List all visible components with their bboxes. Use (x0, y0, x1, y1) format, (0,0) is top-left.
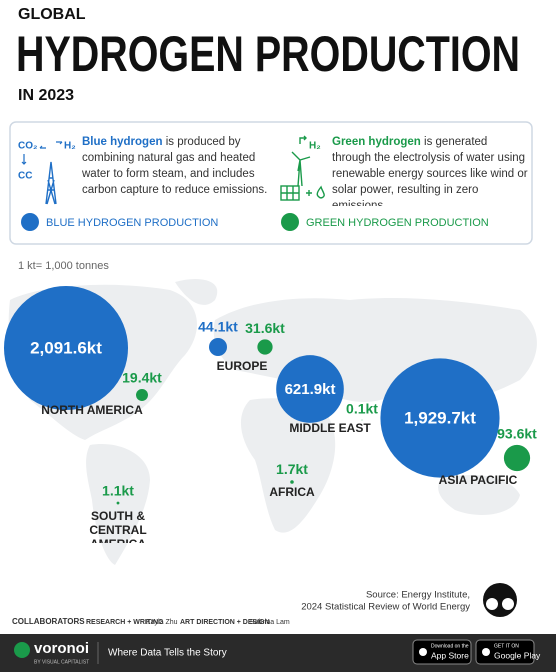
value-label: 1.7kt (276, 461, 308, 477)
legend-swatch (21, 213, 39, 231)
store-icon (419, 648, 427, 656)
value-label: 31.6kt (245, 320, 285, 336)
store-button (412, 639, 472, 665)
brand: voronoi (34, 640, 89, 657)
blue-bubble (3, 285, 129, 411)
title: HYDROGEN PRODUCTION (16, 26, 520, 82)
blue-bubble (208, 337, 228, 357)
icon-label: CC (18, 171, 32, 182)
legend-label: GREEN HYDROGEN PRODUCTION (306, 217, 489, 229)
unit-note: 1 kt= 1,000 tonnes (18, 260, 109, 272)
green-bubble (116, 501, 120, 505)
value-label: 93.6kt (497, 426, 537, 442)
region-name-box: SOUTH & CENTRAL AMERICA (68, 509, 168, 543)
legend-label: BLUE HYDROGEN PRODUCTION (46, 217, 218, 229)
legend-box (9, 121, 533, 245)
legend-swatch (281, 213, 299, 231)
store-button (475, 639, 535, 665)
store-name: App Store (431, 650, 469, 660)
legend-text-box: Green hydrogen is generated through the … (332, 134, 528, 206)
region-name: ASIA PACIFIC (418, 473, 538, 487)
value-label: 1.1kt (102, 482, 134, 498)
region-label: MIDDLE EAST (289, 421, 371, 435)
logo-mark (502, 598, 514, 610)
store-small: GET IT ON (494, 643, 519, 649)
region-name-box: AFRICA (232, 485, 352, 499)
region-name: MIDDLE EAST (270, 421, 390, 435)
green-bubble (361, 419, 363, 421)
kicker: GLOBAL (18, 6, 86, 23)
tagline: Where Data Tells the Story (108, 648, 227, 659)
value-label: 621.9kt (285, 381, 336, 398)
legend-description: is produced by combining natural gas and… (82, 136, 268, 196)
legend-term: Blue hydrogen (82, 136, 163, 148)
green-bubble (290, 480, 294, 484)
region-label: EUROPE (216, 359, 268, 373)
region-name-box: NORTH AMERICA (32, 403, 152, 417)
region-name: EUROPE (182, 359, 302, 373)
value-label: 19.4kt (122, 370, 162, 386)
brand-sub: BY VISUAL CAPITALIST (34, 659, 89, 665)
blue-icon (21, 141, 63, 205)
region-name: AFRICA (232, 485, 352, 499)
green-icon (280, 135, 325, 201)
value-label: 44.1kt (198, 319, 238, 335)
region-name-box: EUROPE (182, 359, 302, 373)
region-label: NORTH AMERICA (41, 403, 143, 417)
store-name: Google Play (494, 650, 541, 660)
legend-description: is generated through the electrolysis of… (332, 136, 528, 206)
region-label: ASIA PACIFIC (438, 473, 518, 487)
source: 2024 Statistical Review of World Energy (301, 602, 470, 613)
blue-bubble (380, 358, 500, 478)
subtitle: IN 2023 (18, 87, 74, 104)
legend-text: Blue hydrogen is produced by combining n… (82, 134, 278, 198)
store-small: Download on the (431, 643, 469, 649)
region-name-box: MIDDLE EAST (270, 421, 390, 435)
credit: Kayla Zhu (146, 619, 178, 626)
credit: RESEARCH + WRITING (86, 619, 164, 626)
legend-term: Green hydrogen (332, 136, 421, 148)
source: Source: Energy Institute, (366, 590, 470, 601)
brand-mark (14, 642, 30, 658)
region-label: AFRICA (269, 485, 315, 499)
value-label: 0.1kt (346, 400, 378, 416)
logo-mark (486, 598, 498, 610)
value-label: 2,091.6kt (30, 338, 102, 357)
region-name-box: ASIA PACIFIC (418, 473, 538, 487)
region-name: SOUTH & CENTRAL AMERICA (68, 509, 168, 543)
credit: ART DIRECTION + DESIGN (180, 619, 270, 626)
icon-label: H₂ (64, 141, 76, 152)
region-name: NORTH AMERICA (32, 403, 152, 417)
green-bubble (503, 444, 531, 472)
region-label: SOUTH & CENTRAL AMERICA (89, 509, 147, 543)
blue-bubble (276, 355, 344, 423)
value-label: 1,929.7kt (404, 408, 476, 427)
icon-label: CO₂ (18, 141, 37, 152)
icon-label: H₂ (309, 141, 321, 152)
green-bubble (136, 389, 148, 401)
legend-text: Green hydrogen is generated through the … (332, 134, 528, 206)
green-bubble (257, 339, 273, 355)
credit: COLLABORATORS (12, 617, 85, 626)
legend-text-box: Blue hydrogen is produced by combining n… (82, 134, 278, 198)
store-icon (482, 648, 490, 656)
credit: Sabrina Lam (250, 619, 290, 626)
